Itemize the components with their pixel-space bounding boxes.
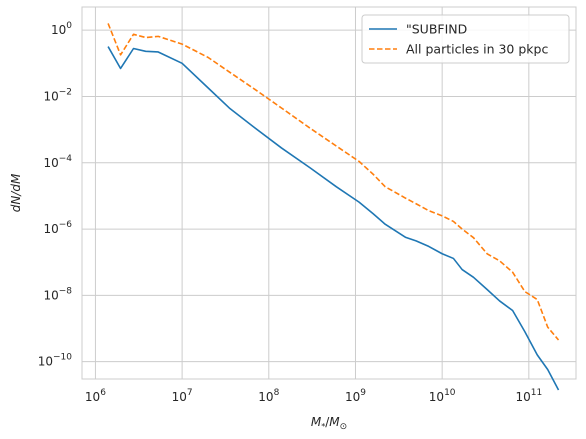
series-line-subfind [107, 46, 560, 391]
x-tick-label: 1010 [429, 388, 456, 404]
legend-label-subfind: "SUBFIND [406, 22, 467, 37]
y-tick-label: 10−4 [43, 154, 72, 170]
plot-area [81, 6, 577, 380]
x-tick-label: 107 [172, 388, 193, 404]
legend-box [361, 14, 570, 64]
legend-label-all-particles: All particles in 30 pkpc [406, 42, 548, 57]
x-tick-label: 109 [345, 388, 366, 404]
y-tick-label: 10−8 [43, 286, 72, 302]
series-line-all-particles [107, 23, 560, 341]
x-tick-label: 106 [85, 388, 106, 404]
y-axis-label: dN/dM [9, 173, 23, 212]
x-tick-label: 1011 [515, 388, 542, 404]
y-tick-label: 100 [51, 21, 72, 37]
x-axis-label: M*/M⊙ [311, 415, 347, 432]
series-layer [107, 23, 560, 391]
y-tick-label: 10−6 [43, 220, 72, 236]
x-axis-ticks: 106 107 108 109 1010 1011 [85, 388, 542, 404]
y-axis-ticks: 100 10−2 10−4 10−6 10−8 10−10 [38, 21, 73, 368]
y-tick-label: 10−2 [43, 87, 72, 103]
x-tick-label: 108 [258, 388, 279, 404]
legend: "SUBFIND All particles in 30 pkpc [361, 14, 570, 64]
y-tick-label: 10−10 [38, 353, 73, 369]
